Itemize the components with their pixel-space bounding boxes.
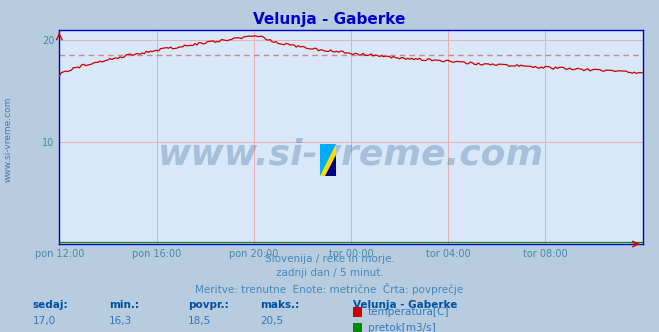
Text: Meritve: trenutne  Enote: metrične  Črta: povprečje: Meritve: trenutne Enote: metrične Črta: … bbox=[195, 283, 464, 294]
Text: 20,5: 20,5 bbox=[260, 316, 283, 326]
Text: Velunja - Gaberke: Velunja - Gaberke bbox=[353, 300, 457, 310]
Polygon shape bbox=[320, 144, 336, 176]
Text: sedaj:: sedaj: bbox=[33, 300, 69, 310]
Text: 18,5: 18,5 bbox=[188, 316, 211, 326]
Text: www.si-vreme.com: www.si-vreme.com bbox=[158, 137, 544, 171]
Text: Slovenija / reke in morje.: Slovenija / reke in morje. bbox=[264, 254, 395, 264]
Text: pretok[m3/s]: pretok[m3/s] bbox=[368, 323, 436, 332]
Text: temperatura[C]: temperatura[C] bbox=[368, 307, 449, 317]
Text: maks.:: maks.: bbox=[260, 300, 300, 310]
Text: min.:: min.: bbox=[109, 300, 139, 310]
Text: zadnji dan / 5 minut.: zadnji dan / 5 minut. bbox=[275, 268, 384, 278]
Polygon shape bbox=[320, 144, 336, 176]
Text: www.si-vreme.com: www.si-vreme.com bbox=[3, 97, 13, 182]
Text: 16,3: 16,3 bbox=[109, 316, 132, 326]
Text: povpr.:: povpr.: bbox=[188, 300, 229, 310]
Polygon shape bbox=[326, 155, 336, 176]
Text: Velunja - Gaberke: Velunja - Gaberke bbox=[253, 12, 406, 27]
Text: 17,0: 17,0 bbox=[33, 316, 56, 326]
